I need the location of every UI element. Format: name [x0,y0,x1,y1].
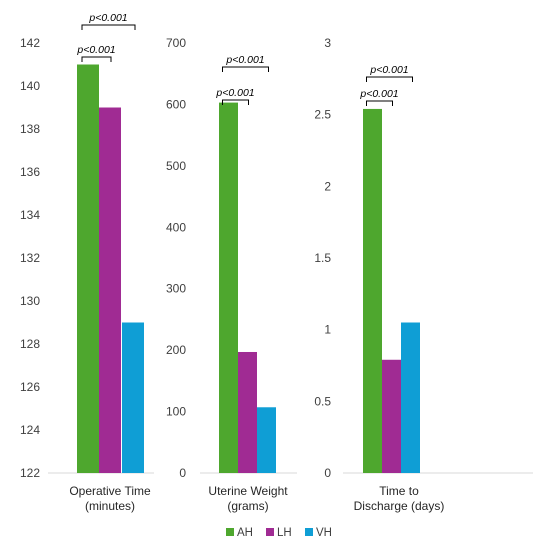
legend-label-lh: LH [277,527,292,539]
y-tick-label: 136 [20,165,40,179]
y-tick-label: 0.5 [314,394,331,408]
x-axis-label: Time to [379,484,419,498]
bar-lh [238,351,257,473]
y-tick-label: 1.5 [314,251,331,265]
y-tick-label: 300 [166,282,186,296]
p-value-label: p<0.001 [369,64,408,76]
y-tick-label: 132 [20,251,40,265]
p-value-label: p<0.001 [215,87,254,99]
bar-vh [401,322,420,473]
x-axis-label: (minutes) [85,499,135,513]
legend-swatch-lh [266,528,274,536]
x-axis-label: Discharge (days) [354,499,445,513]
bar-ah [363,108,382,473]
y-tick-label: 3 [324,36,331,50]
y-tick-label: 0 [324,466,331,480]
p-value-label: p<0.001 [225,54,264,66]
y-tick-label: 500 [166,159,186,173]
y-tick-label: 122 [20,466,40,480]
x-axis-label: Operative Time [69,484,151,498]
y-tick-label: 1 [324,323,331,337]
y-tick-label: 200 [166,343,186,357]
significance-bracket [81,56,112,62]
bar-vh [122,322,144,473]
x-axis-label: (grams) [227,499,268,513]
p-value-label: p<0.001 [88,12,127,24]
y-tick-label: 138 [20,122,40,136]
legend-swatch-ah [226,528,234,536]
bar-vh [257,407,276,473]
y-tick-label: 400 [166,220,186,234]
bar-lh [382,359,401,473]
y-tick-label: 128 [20,337,40,351]
y-tick-label: 2 [324,179,331,193]
significance-bracket [222,99,249,105]
significance-bracket [81,24,136,30]
significance-bracket [366,100,393,106]
x-axis-label: Uterine Weight [208,484,288,498]
y-tick-label: 134 [20,208,40,222]
significance-bracket [366,76,413,82]
bar-ah [219,102,238,473]
legend-label-ah: AH [237,527,253,539]
y-tick-label: 2.5 [314,108,331,122]
p-value-label: p<0.001 [359,88,398,100]
significance-bracket [222,66,269,72]
y-tick-label: 600 [166,97,186,111]
bar-lh [99,107,121,473]
legend-swatch-vh [305,528,313,536]
y-tick-label: 100 [166,405,186,419]
bar-ah [77,64,99,473]
y-tick-label: 142 [20,36,40,50]
y-tick-label: 0 [179,466,186,480]
y-tick-label: 140 [20,79,40,93]
y-tick-label: 130 [20,294,40,308]
y-tick-label: 126 [20,380,40,394]
y-tick-label: 124 [20,423,40,437]
legend-label-vh: VH [316,527,332,539]
p-value-label: p<0.001 [76,44,115,56]
y-tick-label: 700 [166,36,186,50]
